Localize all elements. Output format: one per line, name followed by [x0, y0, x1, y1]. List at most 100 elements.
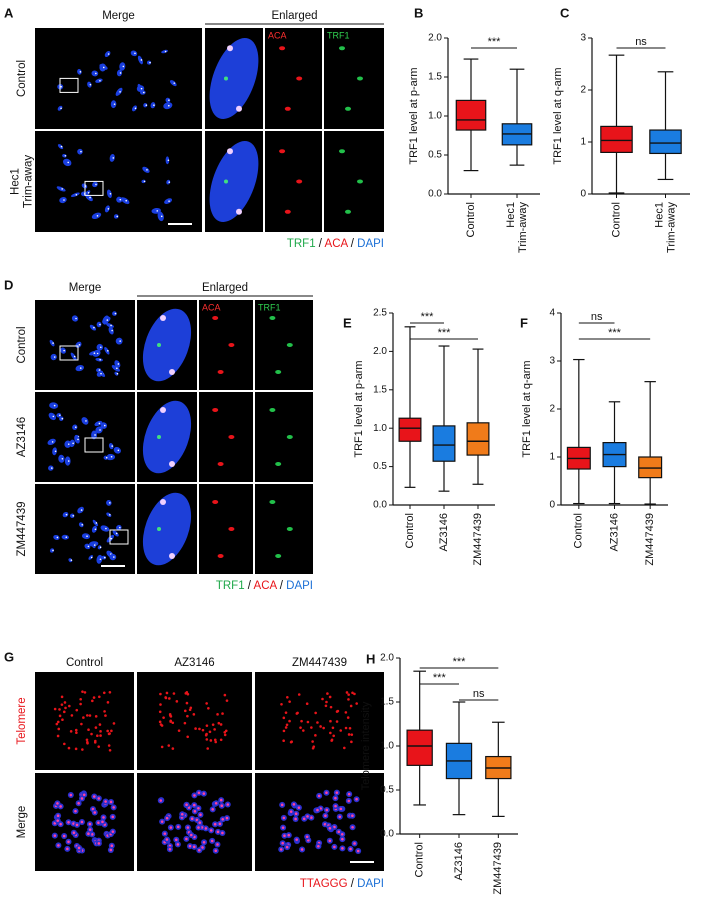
spot [351, 814, 354, 818]
chromosome [96, 554, 103, 564]
legend-part: DAPI [286, 580, 313, 592]
spot [324, 814, 327, 818]
spot [228, 343, 235, 347]
spot [347, 733, 351, 736]
spot [269, 500, 276, 504]
spot [302, 729, 305, 732]
spot [213, 738, 217, 742]
y-axis-label: TRF1 level at p-arm [353, 360, 365, 457]
chromosome [71, 315, 79, 322]
column-header: Merge [102, 10, 135, 22]
spot [165, 816, 169, 820]
y-tick-label: 2 [580, 85, 586, 96]
chromosome [100, 422, 108, 429]
significance-label: *** [608, 327, 622, 339]
spot [62, 710, 66, 714]
legend-part: ACA [254, 580, 278, 592]
chromosome [74, 435, 80, 444]
spot [225, 699, 229, 702]
micrograph [255, 300, 313, 390]
spot [329, 719, 332, 723]
spot [87, 728, 90, 731]
spot [107, 349, 109, 352]
spot [160, 745, 164, 749]
spot [221, 818, 225, 821]
spot [64, 706, 67, 710]
spot [275, 370, 282, 374]
box [649, 129, 682, 155]
spot [325, 791, 328, 795]
spot [90, 833, 94, 836]
chromosome [77, 506, 84, 514]
box [638, 456, 663, 479]
chromosome [62, 154, 67, 158]
spot [341, 847, 344, 850]
spot [184, 692, 188, 695]
spot [357, 76, 363, 81]
spot [63, 349, 65, 352]
chromosome [49, 402, 59, 409]
legend-part: ACA [325, 238, 349, 250]
spot [213, 728, 216, 731]
spot [77, 438, 79, 441]
spot [58, 414, 61, 417]
spot [351, 691, 354, 695]
chromosome [60, 347, 67, 354]
spot [153, 104, 155, 106]
spot [169, 826, 173, 829]
spot [168, 99, 170, 102]
spot [159, 692, 162, 696]
chromosome [59, 416, 64, 421]
spot [107, 744, 111, 747]
chromosome [91, 430, 98, 440]
spot [53, 834, 57, 837]
column-header: Enlarged [271, 10, 317, 22]
spot [93, 544, 96, 546]
spot [177, 729, 181, 732]
spot [287, 833, 291, 837]
spot [103, 710, 106, 713]
x-tick-label: Hec1Trim-away [653, 202, 677, 253]
spot [269, 316, 276, 320]
spot [91, 699, 94, 703]
spot [225, 816, 229, 820]
spot [58, 708, 61, 711]
chromosome [114, 360, 121, 368]
spot [279, 46, 286, 51]
chromosome [53, 534, 60, 540]
spot [221, 712, 224, 715]
spot [348, 726, 352, 730]
spot [189, 833, 193, 837]
spot [143, 180, 146, 183]
spot [74, 747, 78, 751]
spot [93, 741, 97, 744]
spot [355, 702, 358, 705]
spot [314, 734, 317, 737]
spot [125, 199, 128, 202]
micrograph [255, 484, 313, 574]
micrograph [265, 131, 322, 232]
chromosome [77, 148, 83, 155]
spot [311, 740, 314, 743]
spot [286, 527, 293, 531]
spot [284, 726, 288, 729]
spot [72, 442, 74, 445]
y-tick-label: 2.5 [373, 308, 387, 319]
spot [321, 697, 324, 701]
row-label: Control [16, 326, 28, 363]
spot [164, 696, 167, 699]
chromosome [96, 370, 104, 377]
spot [79, 367, 82, 369]
spot [160, 215, 163, 218]
spot [119, 526, 121, 529]
chromosome [75, 364, 85, 372]
spot [149, 61, 151, 64]
spot [197, 791, 201, 795]
y-tick-label: 1 [580, 137, 586, 148]
spot [188, 844, 192, 848]
spot [83, 691, 87, 694]
spot [80, 509, 83, 511]
chromosome [104, 205, 110, 213]
spot [193, 810, 197, 813]
spot [81, 748, 84, 751]
